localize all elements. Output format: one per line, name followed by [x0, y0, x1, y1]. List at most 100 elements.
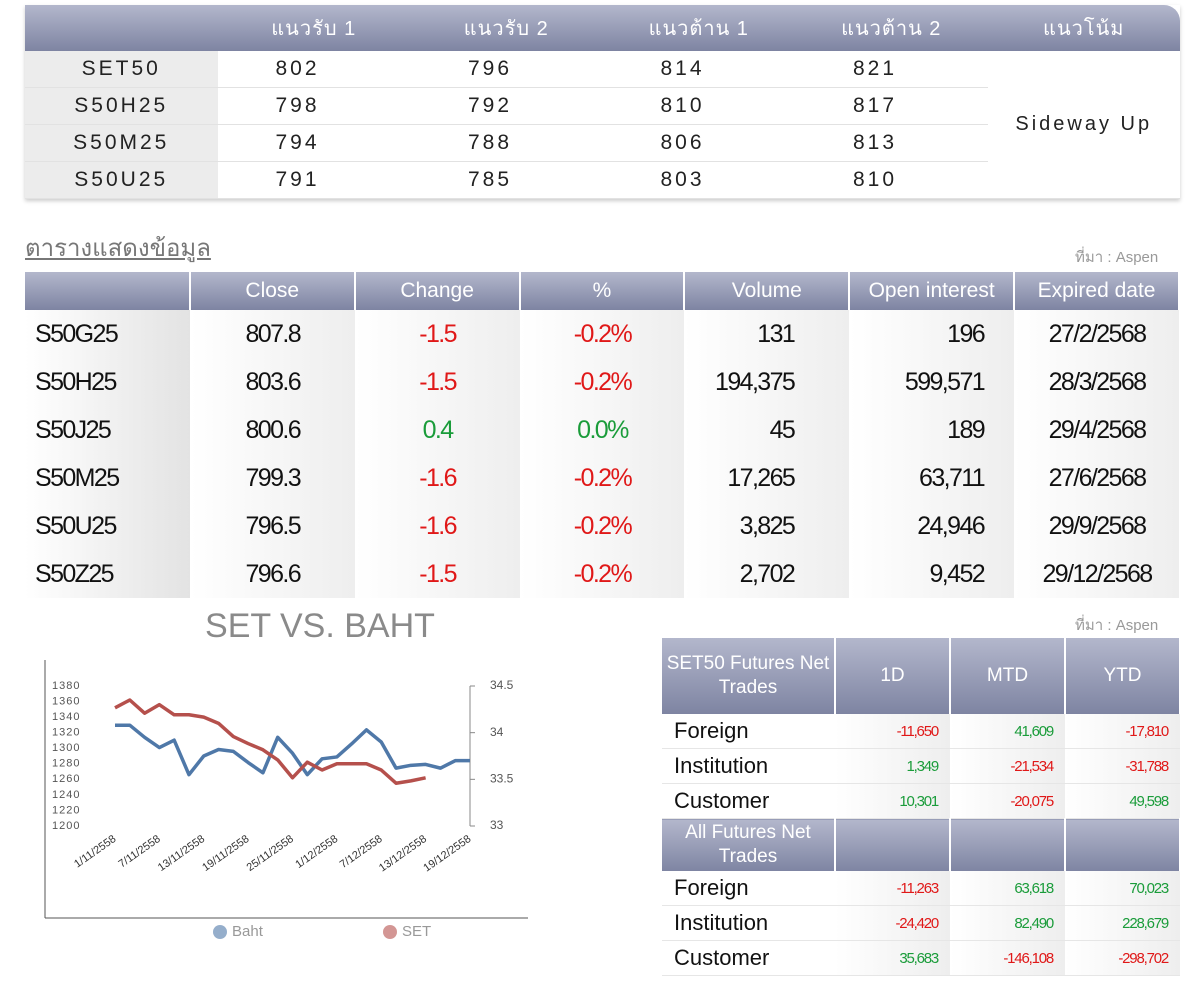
header-cell: % — [519, 272, 686, 310]
cell: 27/2/2568 — [1014, 310, 1179, 358]
y2-tick-label: 34 — [490, 725, 504, 739]
header-row: Close Change% Volume Open interest Expired d… — [25, 272, 1180, 310]
x-tick-label: 19/11/2558 — [200, 833, 251, 874]
cell: 35,683 — [835, 940, 950, 976]
header-cell — [25, 5, 218, 51]
trend-cell: Sideway Up — [987, 51, 1180, 199]
table-row: S50G25 807.8 -1.5 -0.2% 131 196 27/2/2568 — [25, 310, 1179, 358]
header-cell: แนวต้าน 1 — [602, 5, 795, 51]
header-row: All Futures Net Trades — [662, 818, 1181, 871]
cell: 29/4/2568 — [1014, 406, 1179, 454]
chart: SET VS. BAHT 1200 1220 1240 1260 1280 1300 132… — [44, 607, 528, 940]
cell: 1,349 — [835, 748, 950, 784]
cell: 3,825 — [684, 502, 850, 550]
cell: -11,263 — [835, 871, 950, 906]
header-cell: แนวโน้ม — [987, 5, 1180, 51]
header-cell: 1D — [835, 638, 951, 714]
header-cell — [835, 818, 951, 871]
cell: 798 — [217, 87, 410, 125]
x-tick-label: 13/12/2558 — [377, 833, 429, 874]
header-cell: Change — [354, 272, 521, 310]
cell: -1.6 — [354, 454, 520, 502]
cell: 803 — [602, 161, 795, 199]
cell: -1.5 — [354, 550, 520, 598]
header-cell — [25, 272, 191, 310]
cell: 796.5 — [189, 502, 355, 550]
row-label: S50H25 — [25, 87, 218, 125]
cell: -0.2% — [519, 310, 685, 358]
cell: 813 — [795, 124, 988, 162]
cell: 196 — [849, 310, 1015, 358]
cell: 131 — [684, 310, 850, 358]
source-note: ที่มา : Aspen — [1075, 617, 1159, 634]
table-row: Foreign -11,650 41,609 -17,810 — [662, 714, 1180, 749]
cell: 189 — [849, 406, 1015, 454]
header-cell: แนวรับ 2 — [410, 5, 603, 51]
header-cell: Open interest — [849, 272, 1016, 310]
cell: 49,598 — [1065, 783, 1180, 819]
line-series — [115, 723, 470, 777]
row-label: S50M25 — [25, 454, 190, 502]
header-cell: Expired date — [1014, 272, 1180, 310]
header-row: แนวรับ 1 แนวรับ 2 แนวต้าน 1 แนวต้าน 2 แนวโน้… — [25, 5, 1180, 51]
cell: 796.6 — [189, 550, 355, 598]
table-row: Institution 1,349 -21,534 -31,788 — [662, 748, 1180, 784]
cell: 806 — [602, 124, 795, 162]
cell: 799.3 — [189, 454, 355, 502]
cell: 810 — [602, 87, 795, 125]
cell: -24,420 — [835, 905, 950, 941]
header-cell — [950, 818, 1066, 871]
block-title: SET50 Futures Net Trades — [662, 638, 836, 714]
cell: 17,265 — [684, 454, 850, 502]
row-label: SET50 — [25, 51, 218, 88]
table-row: S50H25 798 792 810 817 — [25, 87, 1180, 125]
legend-label: Baht — [232, 923, 264, 940]
cell: 24,946 — [849, 502, 1015, 550]
cell: 821 — [795, 51, 988, 88]
cell: 9,452 — [849, 550, 1015, 598]
cell: -21,534 — [950, 748, 1065, 784]
row-label: Institution — [662, 905, 835, 941]
table-row: Foreign -11,263 63,618 70,023 — [662, 871, 1180, 906]
cell: -31,788 — [1065, 748, 1180, 784]
cell: 70,023 — [1065, 871, 1180, 906]
cell: -1.5 — [354, 310, 520, 358]
table-row: S50J25 800.6 0.4 0.0% 45 189 29/4/2568 — [25, 406, 1179, 454]
y-tick-label: 1280 — [52, 758, 80, 770]
y-tick-label: 1200 — [52, 820, 80, 832]
legend-marker — [213, 925, 227, 939]
table-row: S50M25 794 788 806 813 — [25, 124, 1180, 162]
x-tick-label: 13/11/2558 — [156, 833, 207, 874]
cell: 817 — [795, 87, 988, 125]
cell: 0.0% — [519, 406, 685, 454]
cell: 803.6 — [189, 358, 355, 406]
cell: 788 — [410, 124, 603, 162]
row-label: Foreign — [662, 714, 835, 749]
table-row: S50M25 799.3 -1.6 -0.2% 17,265 63,711 27/6/256… — [25, 454, 1179, 502]
x-tick-label: 1/12/2558 — [293, 833, 340, 871]
table-row: SET50 802 796 814 821 Sideway Up — [25, 51, 1180, 199]
cell: 792 — [410, 87, 603, 125]
table-row: S50U25 796.5 -1.6 -0.2% 3,825 24,946 29/9/2568 — [25, 502, 1179, 550]
header-cell: แนวรับ 1 — [217, 5, 410, 51]
header-cell: MTD — [950, 638, 1066, 714]
y-tick-label: 1300 — [52, 742, 80, 754]
cell: 794 — [217, 124, 410, 162]
cell: 802 — [217, 51, 410, 88]
cell: 800.6 — [189, 406, 355, 454]
table-row: Customer 10,301 -20,075 49,598 — [662, 783, 1180, 819]
cell: -298,702 — [1065, 940, 1180, 976]
cell: -0.2% — [519, 550, 685, 598]
table-row: S50H25 803.6 -1.5 -0.2% 194,375 599,571 28/3/2… — [25, 358, 1179, 406]
y-tick-label: 1380 — [52, 680, 80, 692]
row-label: Customer — [662, 783, 835, 819]
table-row: S50Z25 796.6 -1.5 -0.2% 2,702 9,452 29/12/2568 — [25, 550, 1179, 598]
cell: 814 — [602, 51, 795, 88]
x-tick-label: 19/12/2558 — [421, 833, 473, 874]
y-tick-label: 1240 — [52, 789, 80, 801]
header-row: SET50 Futures Net Trades 1D MTD YTD — [662, 638, 1181, 714]
row-label: Institution — [662, 748, 835, 784]
cell: 228,679 — [1065, 905, 1180, 941]
cell: 194,375 — [684, 358, 850, 406]
table-row: Customer 35,683 -146,108 -298,702 — [662, 940, 1180, 976]
